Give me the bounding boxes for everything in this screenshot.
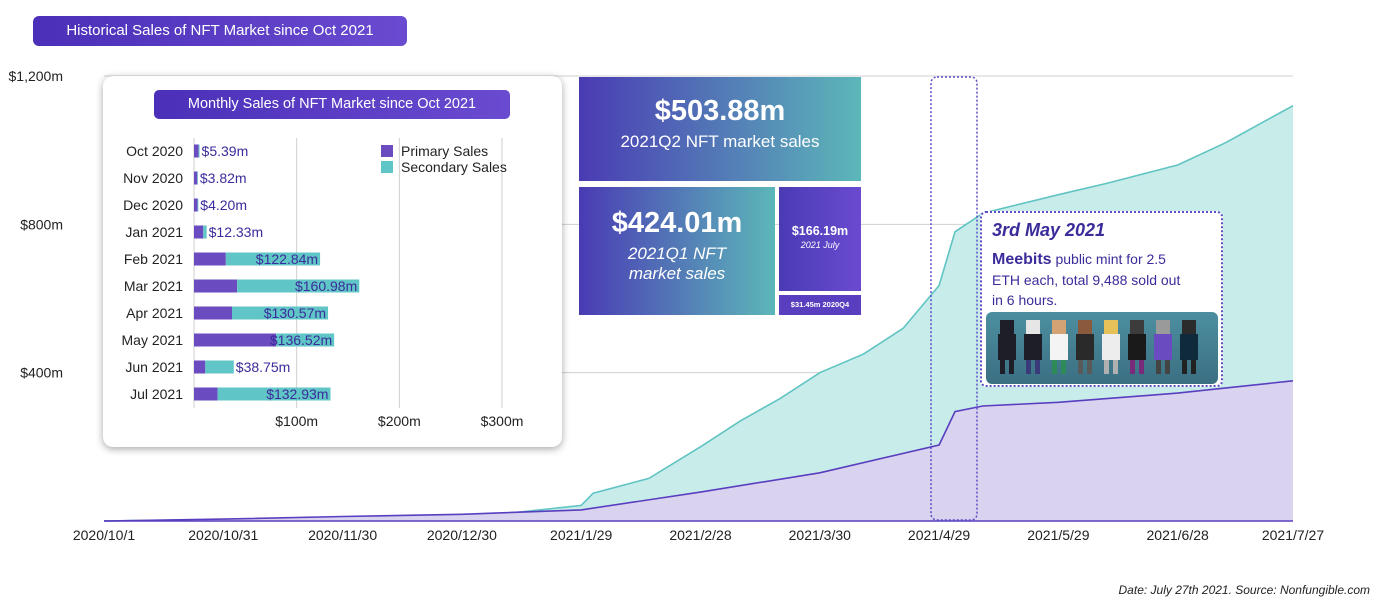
inset-value-label: $136.52m bbox=[270, 332, 332, 348]
x-tick-label: 2020/10/31 bbox=[188, 527, 258, 543]
inset-value-label: $132.93m bbox=[266, 386, 328, 402]
x-tick-label: 2021/5/29 bbox=[1027, 527, 1089, 543]
monthly-sales-inset: $100m $200m $300m Oct 2020 $5.39m Nov 2020 $3.… bbox=[103, 76, 562, 447]
x-tick-label: 2021/3/30 bbox=[789, 527, 851, 543]
inset-bar-secondary bbox=[205, 360, 234, 374]
inset-bar-secondary bbox=[225, 252, 321, 266]
inset-bar-primary bbox=[194, 171, 198, 185]
inset-category-label: May 2021 bbox=[122, 332, 184, 348]
annotation-text-1: public mint for 2.5 bbox=[1051, 251, 1166, 267]
inset-bar-secondary bbox=[276, 333, 335, 347]
annotation-text-3: in 6 hours. bbox=[992, 292, 1058, 308]
inset-category-label: Feb 2021 bbox=[124, 251, 183, 267]
legend-label: Secondary Sales bbox=[401, 159, 507, 175]
inset-bar-primary bbox=[194, 252, 226, 266]
legend-swatch bbox=[381, 161, 393, 173]
q1-sales-box: $424.01m 2021Q1 NFT market sales bbox=[579, 187, 775, 315]
line-primary bbox=[103, 380, 1294, 522]
x-tick-label: 2021/7/27 bbox=[1262, 527, 1324, 543]
inset-bar-secondary bbox=[231, 306, 329, 320]
inset-x-tick: $100m bbox=[275, 413, 318, 429]
x-tick-label: 2020/10/1 bbox=[73, 527, 135, 543]
inset-bar-secondary bbox=[237, 279, 360, 293]
inset-bar-secondary bbox=[203, 225, 207, 239]
inset-value-label: $130.57m bbox=[264, 305, 326, 321]
y-tick-label: $400m bbox=[20, 365, 63, 381]
inset-value-label: $160.98m bbox=[295, 278, 357, 294]
inset-x-tick: $200m bbox=[378, 413, 421, 429]
annotation-text-2: ETH each, total 9,488 sold out bbox=[992, 272, 1181, 288]
legend-label: Primary Sales bbox=[401, 143, 488, 159]
inset-bar-primary bbox=[194, 360, 206, 374]
q4-sales-label: $31.45m 2020Q4 bbox=[790, 300, 850, 309]
july-sales-label: 2021 July bbox=[800, 240, 840, 250]
meebits-image bbox=[986, 312, 1218, 384]
q2-sales-value: $503.88m bbox=[654, 95, 786, 127]
meebits-figures-icon bbox=[998, 320, 1198, 374]
inset-category-label: Jul 2021 bbox=[130, 386, 183, 402]
q1-sales-label-2: market sales bbox=[628, 264, 726, 283]
y-tick-label: $1,200m bbox=[9, 68, 63, 84]
x-tick-label: 2021/4/29 bbox=[908, 527, 970, 543]
inset-category-label: Dec 2020 bbox=[123, 197, 183, 213]
y-tick-label: $800m bbox=[20, 216, 63, 232]
inset-category-label: Jan 2021 bbox=[125, 224, 183, 240]
source-note: Date: July 27th 2021. Source: Nonfungibl… bbox=[1118, 583, 1370, 597]
monthly-bar-chart: $100m $200m $300m Oct 2020 $5.39m Nov 2020 $3.… bbox=[122, 138, 524, 429]
x-tick-label: 2020/11/30 bbox=[308, 527, 377, 543]
inset-bar-primary bbox=[194, 306, 232, 320]
inset-value-label: $3.82m bbox=[200, 170, 247, 186]
chart-title: Historical Sales of NFT Market since Oct… bbox=[33, 16, 407, 46]
inset-bar-primary bbox=[194, 279, 238, 293]
july-sales-value: $166.19m bbox=[791, 224, 849, 238]
q1-sales-value: $424.01m bbox=[611, 207, 743, 239]
inset-value-label: $12.33m bbox=[209, 224, 263, 240]
annotation-body: Meebits public mint for 2.5 ETH each, to… bbox=[992, 249, 1218, 310]
x-tick-label: 2021/6/28 bbox=[1147, 527, 1209, 543]
inset-bar-secondary bbox=[197, 198, 199, 212]
inset-bar-primary bbox=[194, 333, 277, 347]
inset-bar-primary bbox=[194, 198, 198, 212]
inset-value-label: $38.75m bbox=[236, 359, 290, 375]
inset-bar-secondary bbox=[217, 387, 331, 401]
inset-category-label: Nov 2020 bbox=[123, 170, 183, 186]
inset-bar-primary bbox=[194, 144, 199, 158]
inset-value-label: $5.39m bbox=[202, 143, 249, 159]
inset-category-label: Apr 2021 bbox=[126, 305, 183, 321]
inset-bar-secondary bbox=[198, 144, 200, 158]
meebits-annotation: 3rd May 2021 Meebits public mint for 2.5… bbox=[980, 211, 1223, 387]
inset-category-label: Oct 2020 bbox=[126, 143, 183, 159]
inset-bar-primary bbox=[194, 387, 218, 401]
inset-title: Monthly Sales of NFT Market since Oct 20… bbox=[154, 90, 510, 119]
q2-sales-label: 2021Q2 NFT market sales bbox=[620, 132, 820, 151]
legend-swatch bbox=[381, 145, 393, 157]
q4-sales-box: $31.45m 2020Q4 bbox=[779, 295, 861, 315]
inset-bar-primary bbox=[194, 225, 204, 239]
inset-category-label: Mar 2021 bbox=[124, 278, 183, 294]
inset-x-tick: $300m bbox=[481, 413, 524, 429]
inset-value-label: $122.84m bbox=[256, 251, 318, 267]
july-sales-box: $166.19m 2021 July bbox=[779, 187, 861, 291]
inset-category-label: Jun 2021 bbox=[125, 359, 183, 375]
inset-value-label: $4.20m bbox=[200, 197, 247, 213]
q2-sales-box: $503.88m 2021Q2 NFT market sales bbox=[579, 77, 861, 181]
x-tick-label: 2020/12/30 bbox=[427, 527, 497, 543]
x-tick-label: 2021/2/28 bbox=[669, 527, 731, 543]
x-tick-label: 2021/1/29 bbox=[550, 527, 612, 543]
area-primary bbox=[104, 380, 1293, 521]
inset-bar-secondary bbox=[197, 171, 198, 185]
annotation-name: Meebits bbox=[992, 251, 1052, 268]
q1-sales-label-1: 2021Q1 NFT bbox=[627, 244, 727, 263]
highlight-frame bbox=[930, 76, 978, 521]
annotation-title: 3rd May 2021 bbox=[992, 220, 1106, 240]
